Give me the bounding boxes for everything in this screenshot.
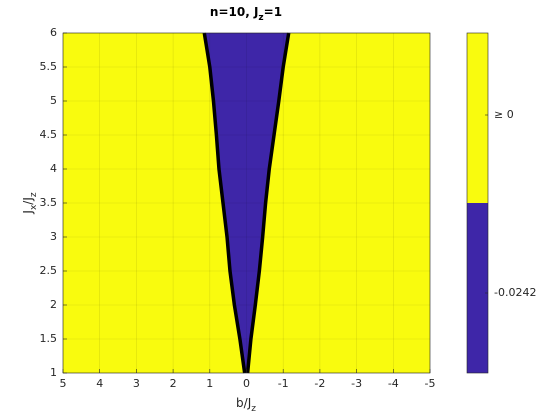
y-tick-label: 3.5: [40, 196, 58, 209]
y-tick-label: 6: [50, 26, 57, 39]
x-tick-label: 4: [96, 377, 103, 390]
chart-title: n=10, Jz=1: [210, 5, 282, 23]
colorbar-band: [467, 33, 488, 203]
region: [204, 33, 289, 373]
y-tick-label: 2.5: [40, 264, 58, 277]
boundary-line: [202, 32, 247, 374]
y-tick-label: 3: [50, 230, 57, 243]
boundary-line: [245, 32, 291, 374]
colorbar-band: [467, 203, 488, 373]
y-tick-label: 4: [50, 162, 57, 175]
colorbar-tick-label: ≥ 0: [494, 108, 514, 121]
x-tick-label: 0: [243, 377, 250, 390]
y-tick-label: 2: [50, 298, 57, 311]
x-tick-label: -2: [314, 377, 325, 390]
colorbar-tick-label: -0.0242: [494, 286, 536, 299]
y-tick-label: 4.5: [40, 128, 58, 141]
x-tick-label: -3: [351, 377, 362, 390]
y-tick-label: 1.5: [40, 332, 58, 345]
colorbar-box: [466, 32, 489, 374]
x-tick-label: -1: [278, 377, 289, 390]
x-tick-label: -4: [388, 377, 399, 390]
x-tick-label: 2: [170, 377, 177, 390]
x-tick-label: 1: [206, 377, 213, 390]
x-tick-label: -5: [425, 377, 436, 390]
x-tick-label: 5: [60, 377, 67, 390]
x-tick-label: 3: [133, 377, 140, 390]
y-axis-label: Jx/Jz: [21, 192, 39, 214]
y-tick-label: 5: [50, 94, 57, 107]
x-axis-label: b/Jz: [236, 396, 256, 414]
y-tick-label: 1: [50, 366, 57, 379]
y-tick-label: 5.5: [40, 60, 58, 73]
